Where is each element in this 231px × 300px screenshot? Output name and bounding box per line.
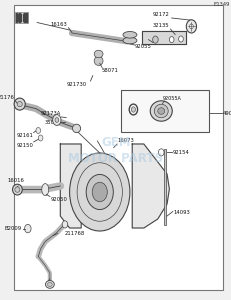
Text: 92172: 92172 — [152, 12, 169, 17]
Ellipse shape — [154, 104, 167, 118]
Text: 921730: 921730 — [67, 82, 87, 87]
Circle shape — [86, 174, 113, 209]
Circle shape — [62, 221, 67, 228]
Ellipse shape — [14, 98, 25, 110]
Text: 16073: 16073 — [117, 138, 134, 143]
Polygon shape — [141, 31, 185, 44]
Text: 92154: 92154 — [171, 150, 188, 155]
Ellipse shape — [157, 108, 164, 114]
Bar — [16, 13, 17, 22]
Ellipse shape — [45, 280, 54, 288]
Text: 32135: 32135 — [152, 23, 169, 28]
Text: 35063: 35063 — [44, 120, 61, 124]
Text: E1349: E1349 — [213, 2, 229, 7]
Circle shape — [92, 182, 107, 202]
Ellipse shape — [12, 184, 22, 195]
Ellipse shape — [47, 282, 52, 286]
Text: 21176: 21176 — [0, 95, 15, 100]
Text: 92173A: 92173A — [40, 111, 61, 116]
Circle shape — [189, 24, 192, 29]
Circle shape — [131, 107, 135, 112]
Ellipse shape — [17, 101, 22, 107]
Text: 14093: 14093 — [173, 210, 189, 215]
Bar — [120, 90, 208, 132]
Polygon shape — [132, 144, 169, 228]
Bar — [163, 148, 166, 225]
Circle shape — [55, 118, 58, 122]
Text: B2009: B2009 — [5, 226, 22, 231]
Bar — [22, 13, 23, 22]
Text: 49033: 49033 — [221, 111, 231, 116]
Text: 16163: 16163 — [50, 22, 67, 27]
Circle shape — [69, 153, 129, 231]
Polygon shape — [60, 144, 81, 228]
Text: 16016: 16016 — [7, 178, 24, 183]
Circle shape — [24, 224, 31, 233]
Ellipse shape — [122, 37, 136, 44]
Bar — [26, 13, 27, 22]
Ellipse shape — [122, 32, 136, 38]
Circle shape — [38, 135, 43, 141]
Ellipse shape — [150, 101, 171, 121]
Ellipse shape — [42, 184, 49, 196]
Text: 211768: 211768 — [65, 231, 85, 236]
Bar — [15, 12, 28, 22]
Circle shape — [152, 36, 158, 43]
Text: 92161: 92161 — [16, 134, 33, 139]
Circle shape — [178, 36, 182, 42]
Circle shape — [158, 149, 163, 156]
Text: 92150: 92150 — [16, 143, 33, 148]
Ellipse shape — [94, 56, 103, 65]
Ellipse shape — [94, 50, 103, 58]
Text: 92050: 92050 — [50, 197, 67, 202]
Circle shape — [52, 115, 61, 125]
Text: 92055A: 92055A — [162, 96, 180, 101]
Text: 92055: 92055 — [134, 44, 151, 49]
Bar — [19, 13, 20, 22]
Text: GEM
MOTOR PARTS: GEM MOTOR PARTS — [68, 136, 163, 164]
Circle shape — [36, 128, 40, 134]
Ellipse shape — [15, 187, 20, 192]
Ellipse shape — [72, 124, 80, 133]
Text: 58071: 58071 — [102, 68, 119, 73]
Circle shape — [169, 37, 173, 43]
Circle shape — [185, 20, 196, 33]
